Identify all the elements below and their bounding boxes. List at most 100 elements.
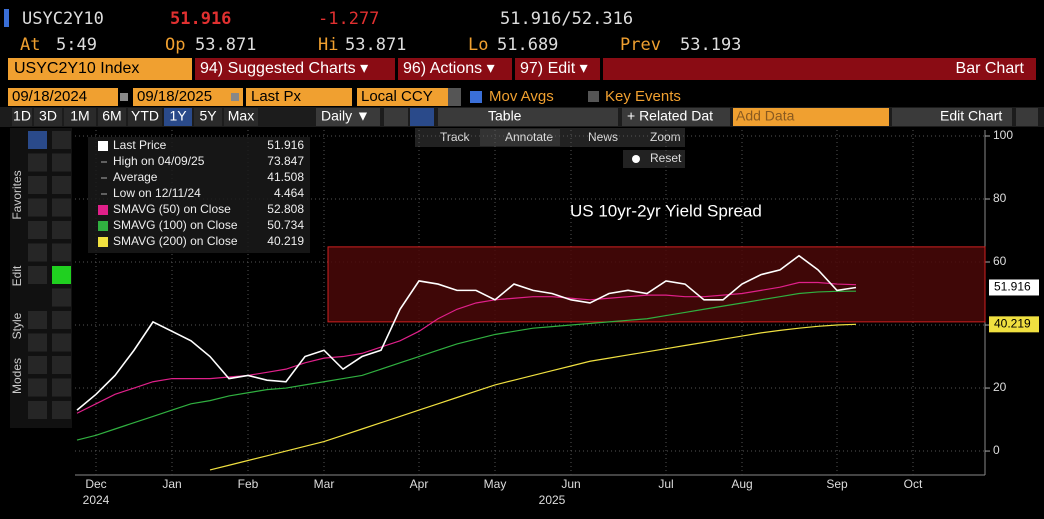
period[interactable]: 3D <box>39 108 57 124</box>
edit-button[interactable] <box>515 58 600 80</box>
related-button[interactable] <box>622 108 730 126</box>
tool-icon[interactable] <box>28 198 47 217</box>
tool-icon[interactable] <box>52 243 71 262</box>
edit-chart[interactable]: Edit Chart <box>940 108 1002 124</box>
end-date-field[interactable] <box>133 88 243 106</box>
settings-icon[interactable] <box>1016 108 1038 126</box>
period[interactable]: YTD <box>131 108 159 124</box>
x-tick-label: Jan <box>162 477 181 491</box>
side-tab[interactable]: Edit <box>10 265 24 286</box>
security-field[interactable] <box>8 58 192 80</box>
highlight-box <box>327 246 986 323</box>
tool-icon[interactable] <box>28 333 47 352</box>
palette-icons <box>28 131 71 419</box>
tool-icon[interactable] <box>28 243 47 262</box>
frequency-button[interactable] <box>316 108 380 126</box>
tool-icon[interactable] <box>52 356 71 374</box>
period[interactable]: 5Y <box>199 108 217 124</box>
tool-icon[interactable] <box>52 198 71 217</box>
add-data-field[interactable] <box>733 108 889 126</box>
field[interactable]: Last Px <box>251 88 302 105</box>
tool-icon[interactable] <box>52 288 71 307</box>
tool-icon[interactable] <box>52 401 71 419</box>
x-tick-label: Mar <box>314 477 335 491</box>
annotate-button[interactable] <box>480 129 560 146</box>
security[interactable]: USYC2Y10 Index <box>14 60 139 77</box>
field-select[interactable] <box>246 88 352 106</box>
reset-button[interactable] <box>623 150 685 168</box>
reset-icon[interactable] <box>632 155 640 163</box>
actions[interactable]: 96) Actions ▾ <box>403 60 495 77</box>
currency-select[interactable] <box>357 88 461 106</box>
legend-value: 4.464 <box>274 186 304 200</box>
period[interactable]: 1M <box>70 108 89 124</box>
period-button[interactable] <box>64 108 96 126</box>
tool-icon[interactable] <box>28 401 47 419</box>
add-data[interactable]: Add Data <box>736 108 795 124</box>
tool-icon[interactable] <box>52 176 71 194</box>
end-date[interactable]: 09/18/2025 <box>137 88 212 105</box>
table[interactable]: Table <box>488 108 522 124</box>
tool-icon[interactable] <box>52 131 71 149</box>
table-button[interactable] <box>438 108 618 126</box>
legend-value: 40.219 <box>267 234 304 248</box>
suggested-button[interactable] <box>195 58 395 80</box>
checkbox[interactable] <box>588 91 599 102</box>
tool-icon[interactable] <box>52 221 71 239</box>
period-button[interactable] <box>34 108 62 126</box>
tool-icon[interactable] <box>28 356 47 374</box>
ticker: USYC2Y10 <box>22 9 104 29</box>
period[interactable]: 1Y <box>169 108 187 124</box>
tool-icon[interactable] <box>28 311 47 329</box>
bar-icon[interactable] <box>410 108 434 126</box>
line-icon[interactable] <box>384 108 408 126</box>
tool-icon[interactable] <box>52 333 71 352</box>
period-button[interactable] <box>164 108 192 126</box>
side-tab[interactable]: Modes <box>10 358 24 394</box>
tool-icon[interactable] <box>52 153 71 172</box>
period[interactable]: Max <box>228 108 254 124</box>
annotate[interactable]: Annotate <box>505 130 553 144</box>
period-button[interactable] <box>128 108 162 126</box>
tool-icon[interactable] <box>28 221 47 239</box>
checkbox-checked[interactable] <box>470 91 482 103</box>
period-buttons: 1D 3D 1M 6M YTD 1Y 5Y Max <box>12 108 258 126</box>
tool-icon[interactable] <box>28 176 47 194</box>
tool-icon[interactable] <box>28 153 47 172</box>
tool-icon[interactable] <box>52 266 71 284</box>
mov-avgs[interactable]: Mov Avgs <box>489 88 554 105</box>
period-button[interactable] <box>98 108 126 126</box>
tool-icon[interactable] <box>52 378 71 397</box>
actions-button[interactable] <box>398 58 512 80</box>
period[interactable]: 6M <box>102 108 121 124</box>
tool-icon[interactable] <box>52 311 71 329</box>
x-tick-label: Dec <box>85 477 106 491</box>
tool-icon[interactable] <box>28 131 47 149</box>
key-events[interactable]: Key Events <box>605 88 681 105</box>
side-tabs: Favorites Edit Style Modes <box>10 170 24 394</box>
zoom[interactable]: Zoom <box>650 130 681 144</box>
dropdown-arrow[interactable] <box>448 88 461 106</box>
period-button[interactable] <box>12 108 32 126</box>
calendar-icon[interactable] <box>120 93 128 101</box>
y-tick-label: 60 <box>993 254 1007 268</box>
side-tab[interactable]: Favorites <box>10 170 24 219</box>
period-button[interactable] <box>224 108 258 126</box>
start-date[interactable]: 09/18/2024 <box>12 88 87 105</box>
news[interactable]: News <box>588 130 618 144</box>
start-date-field[interactable] <box>8 88 118 106</box>
tool-icon[interactable] <box>28 266 47 284</box>
tool-icon[interactable] <box>28 378 47 397</box>
track[interactable]: Track <box>440 130 471 144</box>
legend-label: Last Price <box>113 138 167 152</box>
calendar-icon[interactable] <box>231 93 239 101</box>
currency[interactable]: Local CCY <box>361 88 433 105</box>
side-tab[interactable]: Style <box>10 312 24 339</box>
related-data[interactable]: + Related Dat <box>627 108 713 124</box>
edit[interactable]: 97) Edit ▾ <box>520 60 588 77</box>
suggested-charts[interactable]: 94) Suggested Charts ▾ <box>200 60 368 77</box>
period-button[interactable] <box>194 108 222 126</box>
edit-chart-button[interactable] <box>892 108 1012 126</box>
period[interactable]: 1D <box>13 108 31 124</box>
frequency[interactable]: Daily ▼ <box>321 108 370 124</box>
